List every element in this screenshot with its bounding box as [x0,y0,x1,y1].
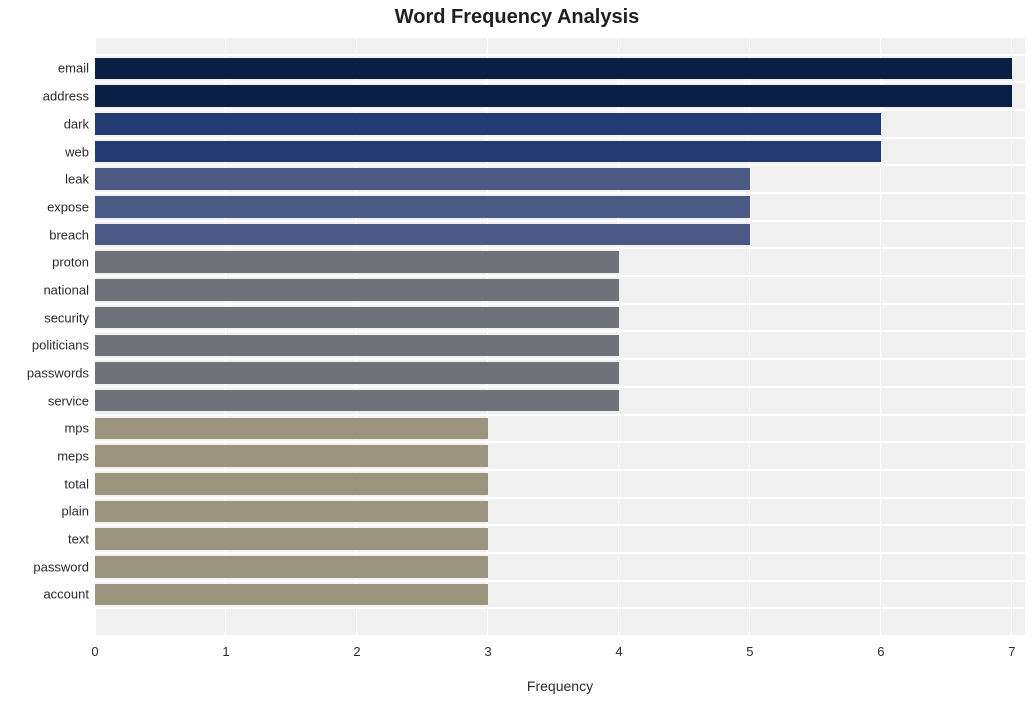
chart-title: Word Frequency Analysis [0,6,1034,29]
bar [95,141,881,163]
bar-row [95,362,1025,384]
x-tick-label: 3 [484,644,491,659]
x-tick-label: 2 [353,644,360,659]
row-gap [95,247,1025,249]
bar [95,196,750,218]
bar-row [95,279,1025,301]
row-gap [95,275,1025,277]
x-tick-label: 4 [615,644,622,659]
y-tick-label: leak [0,172,89,187]
bar-row [95,196,1025,218]
y-tick-label: expose [0,199,89,214]
row-gap [95,469,1025,471]
bar [95,362,619,384]
bar-row [95,584,1025,606]
row-gap [95,386,1025,388]
y-tick-label: account [0,587,89,602]
y-tick-label: passwords [0,365,89,380]
bar-row [95,473,1025,495]
bar [95,445,488,467]
bar [95,113,881,135]
y-tick-label: national [0,282,89,297]
y-tick-label: security [0,310,89,325]
row-gap [95,330,1025,332]
bar-row [95,141,1025,163]
row-gap [95,220,1025,222]
y-tick-label: dark [0,116,89,131]
row-gap [95,524,1025,526]
bar [95,390,619,412]
bar-row [95,168,1025,190]
x-tick-label: 6 [877,644,884,659]
row-gap [95,552,1025,554]
bar-row [95,58,1025,80]
row-gap [95,441,1025,443]
row-gap [95,607,1025,609]
y-tick-label: total [0,476,89,491]
y-tick-label: password [0,559,89,574]
y-tick-label: meps [0,449,89,464]
y-tick-label: mps [0,421,89,436]
bar-row [95,224,1025,246]
row-gap [95,303,1025,305]
row-gap [95,54,1025,56]
chart-container: Word Frequency Analysis email address dark… [0,0,1034,701]
row-gap [95,497,1025,499]
plot-area [95,38,1025,636]
bar [95,85,1012,107]
row-gap [95,164,1025,166]
bar [95,307,619,329]
y-tick-label: service [0,393,89,408]
y-tick-label: address [0,89,89,104]
row-gap [95,635,1025,637]
bar [95,556,488,578]
bar [95,584,488,606]
bar-row [95,390,1025,412]
x-tick-label: 1 [222,644,229,659]
row-gap [95,81,1025,83]
x-tick-label: 7 [1008,644,1015,659]
bar [95,473,488,495]
bar [95,501,488,523]
bar [95,418,488,440]
bar-row [95,501,1025,523]
y-tick-label: text [0,532,89,547]
x-tick-label: 0 [91,644,98,659]
bar [95,58,1012,80]
x-tick-label: 5 [746,644,753,659]
bar-row [95,335,1025,357]
bar [95,279,619,301]
row-gap [95,192,1025,194]
y-tick-label: email [0,61,89,76]
row-gap [95,358,1025,360]
row-gap [95,137,1025,139]
bar-row [95,85,1025,107]
x-axis-label: Frequency [95,678,1025,694]
row-gap [95,414,1025,416]
y-tick-label: politicians [0,338,89,353]
y-tick-label: plain [0,504,89,519]
bar [95,251,619,273]
bar-row [95,556,1025,578]
bar-row [95,251,1025,273]
bar-row [95,445,1025,467]
bar-row [95,418,1025,440]
y-tick-label: breach [0,227,89,242]
row-gap [95,109,1025,111]
bar [95,224,750,246]
bar-row [95,528,1025,550]
bar [95,168,750,190]
y-tick-label: web [0,144,89,159]
bar [95,335,619,357]
bar-row [95,113,1025,135]
bar-row [95,307,1025,329]
row-gap [95,580,1025,582]
y-tick-label: proton [0,255,89,270]
bar [95,528,488,550]
